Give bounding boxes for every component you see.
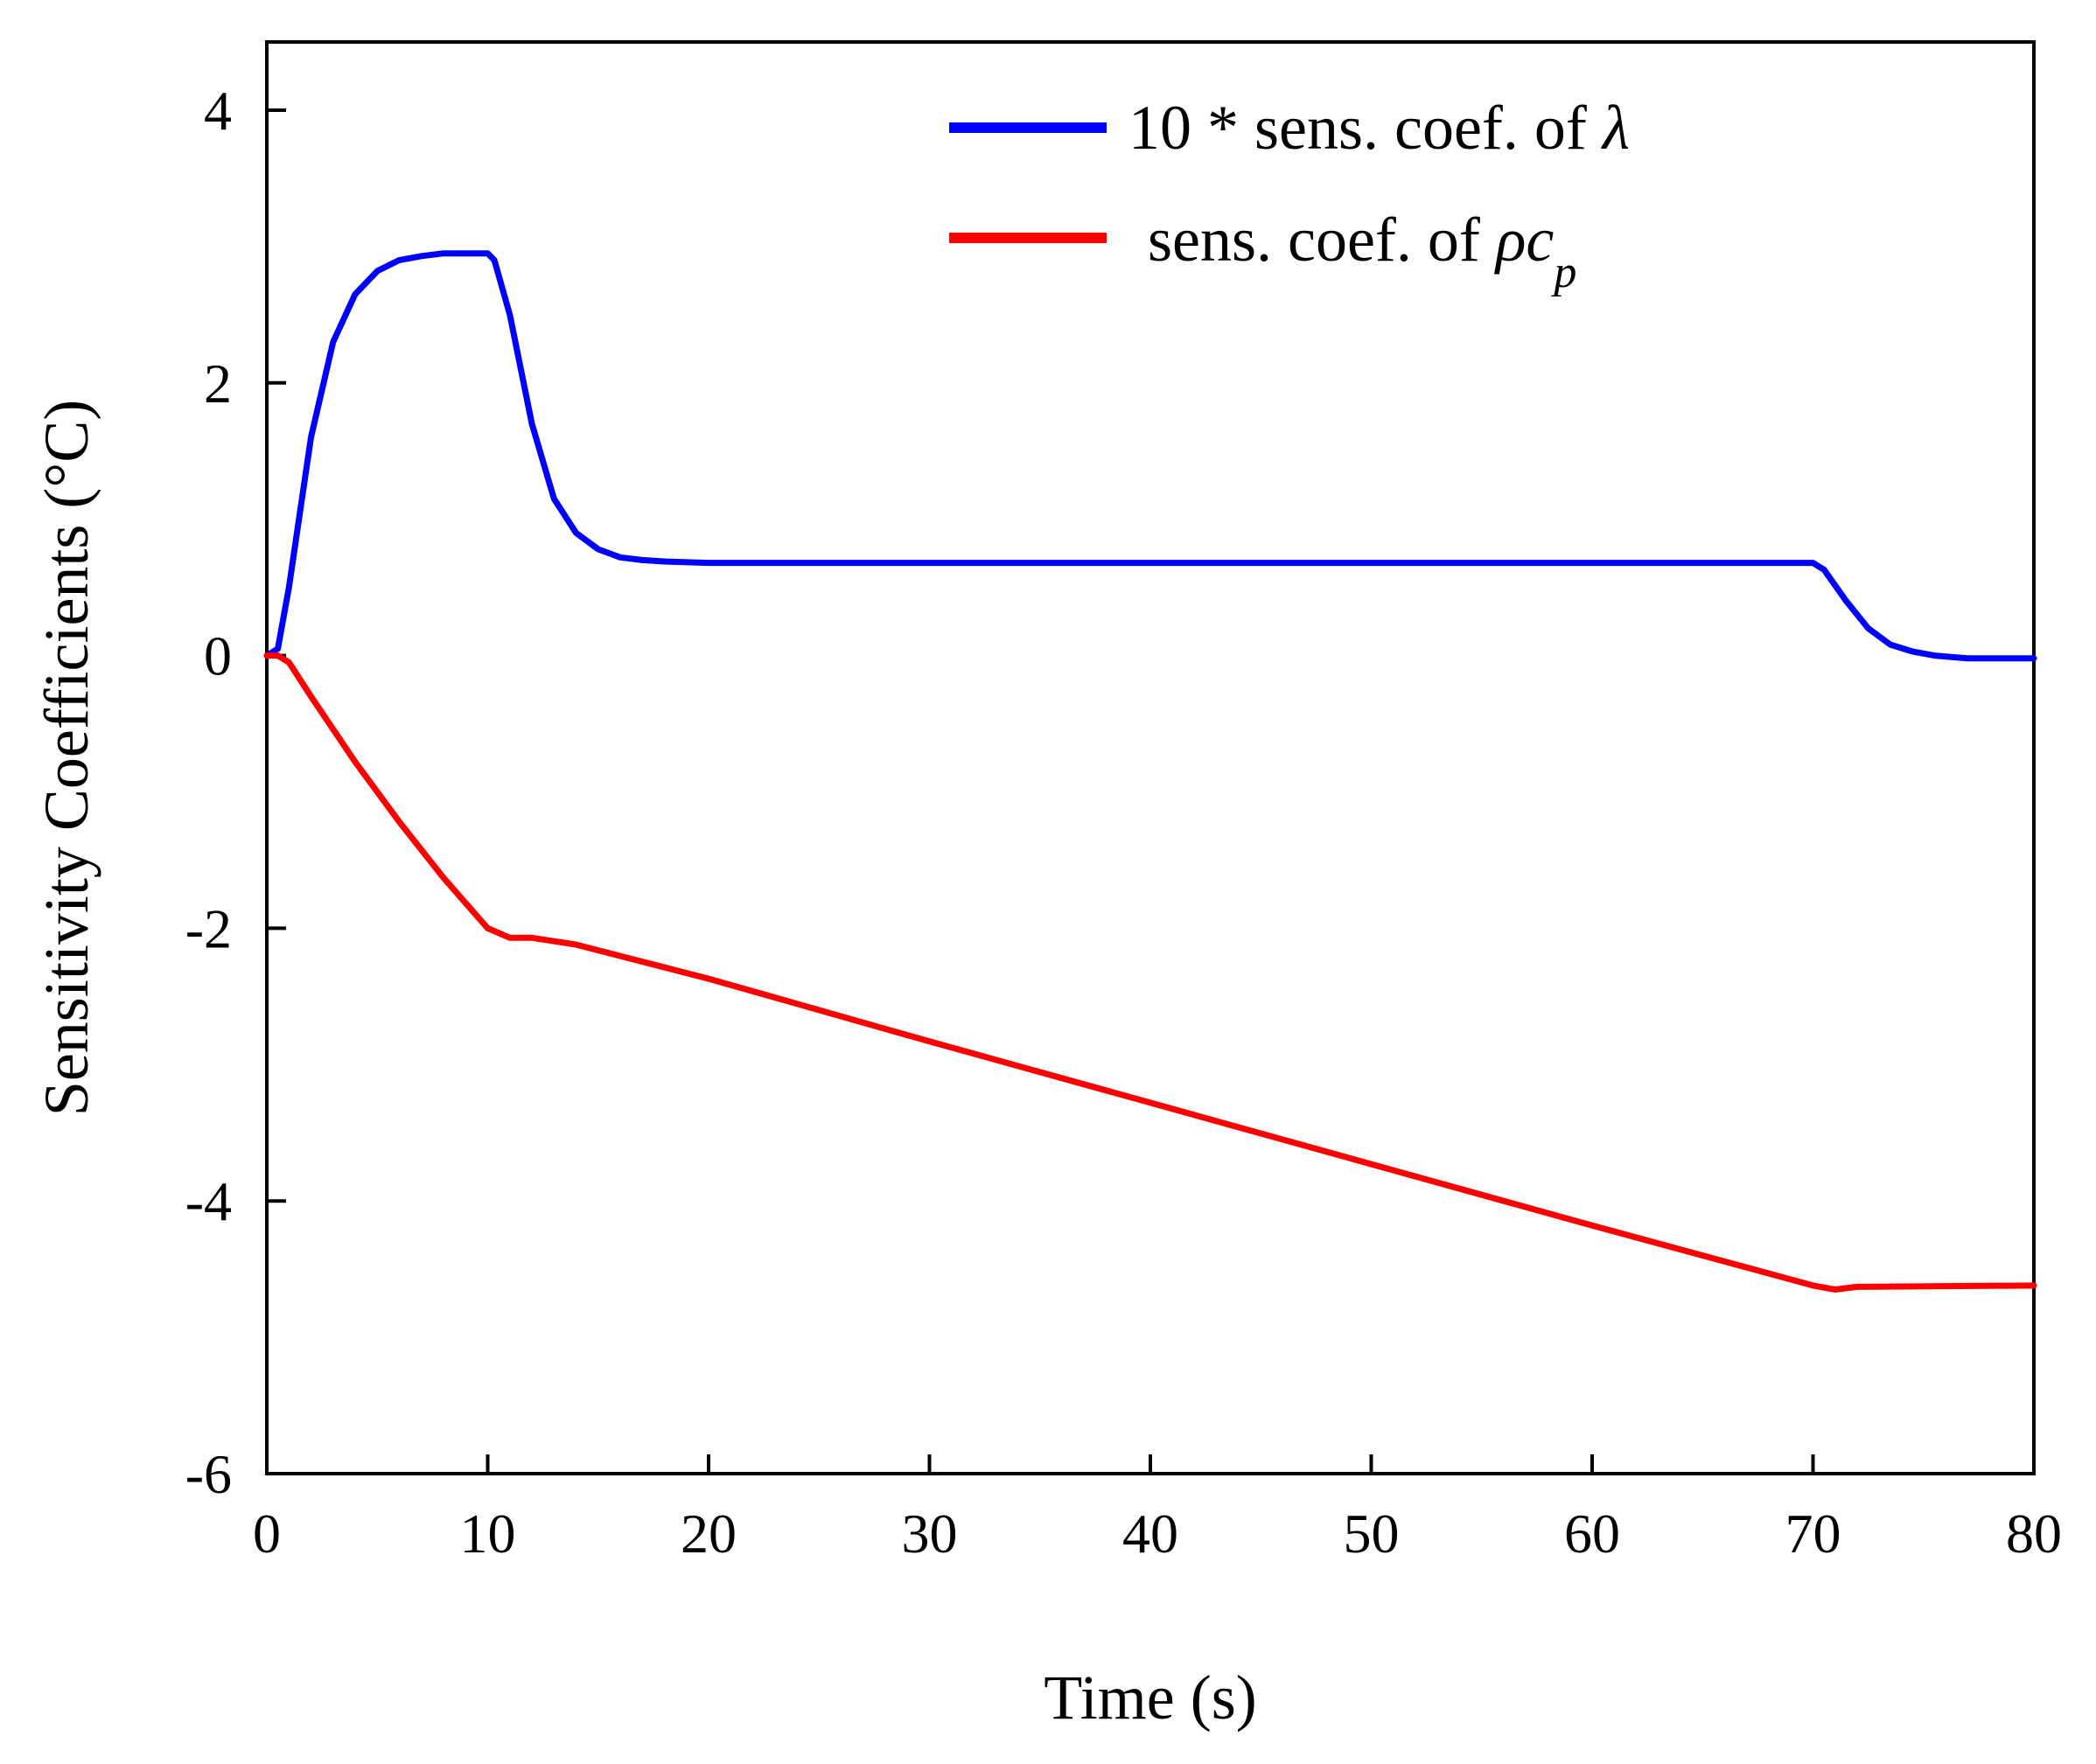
y-tick-label: 0 (204, 625, 232, 687)
x-tick-label: 0 (253, 1503, 281, 1565)
y-tick-label: -2 (185, 897, 232, 959)
data-series (263, 250, 2037, 1293)
x-tick-label: 40 (1122, 1503, 1178, 1565)
legend-label: sens. coef. of ρcp (1148, 205, 1576, 297)
x-tick-label: 70 (1785, 1503, 1841, 1565)
x-axis-title: Time (s) (1044, 1663, 1256, 1733)
legend-label: 10 * sens. coef. of λ (1128, 93, 1630, 163)
legend: 10 * sens. coef. of λ sens. coef. of ρcp (949, 93, 1630, 297)
x-tick-label: 20 (681, 1503, 737, 1565)
x-tick-label: 50 (1344, 1503, 1400, 1565)
y-tick-label: 2 (204, 352, 232, 415)
legend-label-symbol: λ (1601, 93, 1630, 163)
y-tick-label: 4 (204, 80, 232, 142)
y-axis-title: Sensitivity Coefficients (°C) (31, 400, 101, 1116)
x-tick-label: 80 (2006, 1503, 2062, 1565)
y-tick-label: -6 (185, 1443, 232, 1505)
legend-label-symbol: ρc (1494, 205, 1555, 275)
series-line-rho-cp (263, 652, 2037, 1293)
x-tick-label: 10 (460, 1503, 516, 1565)
legend-label-text: 10 * sens. coef. of (1128, 93, 1603, 163)
x-tick-label: 30 (902, 1503, 958, 1565)
legend-label-subscript: p (1550, 248, 1576, 297)
y-tick-label: -4 (185, 1170, 232, 1232)
series-line-lambda (263, 250, 2037, 662)
x-tick-label: 60 (1564, 1503, 1620, 1565)
axis-titles: Time (s) Sensitivity Coefficients (°C) (31, 400, 1257, 1733)
legend-label-text: sens. coef. of (1148, 205, 1496, 275)
